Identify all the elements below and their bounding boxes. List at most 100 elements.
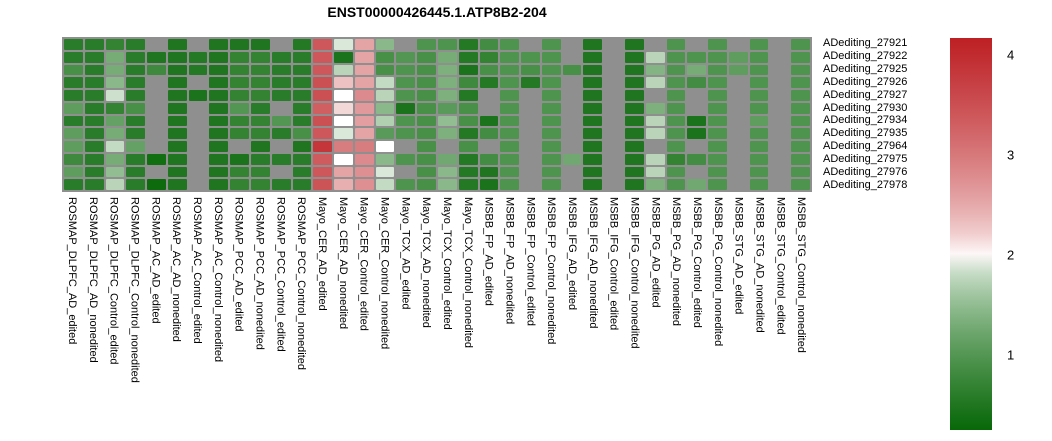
heatmap-cell	[292, 77, 312, 88]
heatmap-cell	[313, 128, 333, 139]
row-labels: ADediting_27921 ADediting_27922 ADediting_…	[823, 37, 907, 192]
heatmap-cell	[126, 64, 146, 76]
heatmap-cell	[708, 64, 727, 76]
heatmap-cell	[209, 77, 229, 88]
heatmap-cell	[292, 179, 312, 190]
heatmap-cell	[791, 77, 810, 88]
heatmap-cell	[354, 141, 374, 152]
heatmap-cell	[625, 166, 644, 178]
heatmap-cell	[334, 51, 353, 63]
heatmap-cell	[64, 128, 83, 139]
heatmap-cell	[126, 128, 146, 139]
column-label: ROSMAP_AC_AD_edited	[149, 197, 162, 324]
heatmap-cell	[583, 39, 603, 50]
heatmap-cell	[728, 51, 748, 63]
heatmap-cell	[334, 39, 353, 50]
heatmap-cell	[292, 64, 312, 76]
heatmap-cell	[167, 128, 187, 139]
heatmap-cell	[126, 115, 146, 127]
heatmap-cell	[84, 102, 104, 114]
heatmap-cell	[479, 115, 499, 127]
column-label: Mayo_TCX_Control_nonedited	[461, 197, 474, 349]
heatmap-cell	[84, 51, 104, 63]
heatmap-cell	[105, 39, 125, 50]
chart-title: ENST00000426445.1.ATP8B2-204	[327, 4, 547, 20]
heatmap-cell	[708, 77, 727, 88]
heatmap-cell	[417, 179, 436, 190]
heatmap-cell	[749, 90, 769, 101]
heatmap-cell	[396, 179, 416, 190]
heatmap-cell	[251, 90, 270, 101]
heatmap-cell	[562, 64, 582, 76]
heatmap-cell	[791, 90, 810, 101]
row-label: ADediting_27934	[823, 114, 908, 127]
heatmap-cell	[583, 179, 603, 190]
heatmap-cell	[687, 64, 707, 76]
heatmap-cell	[521, 153, 540, 165]
heatmap-cell	[292, 102, 312, 114]
heatmap-cell	[666, 128, 686, 139]
heatmap-cell	[126, 102, 146, 114]
heatmap-cell	[84, 90, 104, 101]
heatmap-cell	[292, 153, 312, 165]
heatmap-cell	[334, 102, 353, 114]
heatmap-cell	[292, 51, 312, 63]
heatmap-cell	[666, 64, 686, 76]
heatmap-cell	[479, 141, 499, 152]
heatmap-cell	[209, 179, 229, 190]
heatmap-cell	[230, 90, 249, 101]
heatmap-cell	[479, 166, 499, 178]
heatmap-cell	[791, 51, 810, 63]
heatmap-cell	[396, 141, 416, 152]
heatmap-cell	[604, 77, 623, 88]
heatmap-cell	[583, 64, 603, 76]
heatmap-cell	[147, 141, 166, 152]
heatmap-cell	[313, 64, 333, 76]
heatmap-cell	[666, 141, 686, 152]
heatmap-cell	[147, 128, 166, 139]
column-label: Mayo_CER_AD_edited	[315, 197, 328, 311]
heatmap-cell	[271, 141, 291, 152]
heatmap-cell	[708, 51, 727, 63]
heatmap-cell	[396, 102, 416, 114]
heatmap-cell	[84, 64, 104, 76]
heatmap-cell	[749, 77, 769, 88]
heatmap-cell	[126, 179, 146, 190]
heatmap-cell	[728, 90, 748, 101]
heatmap-cell	[147, 115, 166, 127]
heatmap-cell	[271, 153, 291, 165]
heatmap-cell	[64, 141, 83, 152]
heatmap-cell	[105, 128, 125, 139]
heatmap-cell	[770, 141, 790, 152]
heatmap-cell	[541, 153, 561, 165]
heatmap-cell	[313, 102, 333, 114]
heatmap-cell	[84, 77, 104, 88]
heatmap-cell	[458, 179, 478, 190]
heatmap-cell	[251, 128, 270, 139]
column-label: MSBB_STG_AD_edited	[732, 197, 745, 315]
heatmap-cell	[458, 141, 478, 152]
heatmap-cell	[251, 64, 270, 76]
heatmap-cell	[292, 128, 312, 139]
heatmap-cell	[666, 77, 686, 88]
heatmap-cell	[251, 39, 270, 50]
heatmap-cell	[64, 77, 83, 88]
heatmap-cell	[728, 153, 748, 165]
heatmap-cell	[562, 141, 582, 152]
heatmap-cell	[625, 77, 644, 88]
heatmap-cell	[666, 90, 686, 101]
heatmap-cell	[749, 39, 769, 50]
heatmap-cell	[645, 77, 665, 88]
heatmap-cell	[604, 51, 623, 63]
heatmap-cell	[271, 128, 291, 139]
heatmap-cell	[500, 39, 520, 50]
heatmap-cell	[167, 77, 187, 88]
heatmap-cell	[749, 115, 769, 127]
heatmap-cell	[396, 51, 416, 63]
row-label: ADediting_27975	[823, 153, 908, 166]
heatmap-cell	[188, 90, 208, 101]
heatmap-cell	[645, 179, 665, 190]
heatmap-cell	[396, 77, 416, 88]
heatmap-cell	[562, 153, 582, 165]
heatmap-cell	[105, 51, 125, 63]
